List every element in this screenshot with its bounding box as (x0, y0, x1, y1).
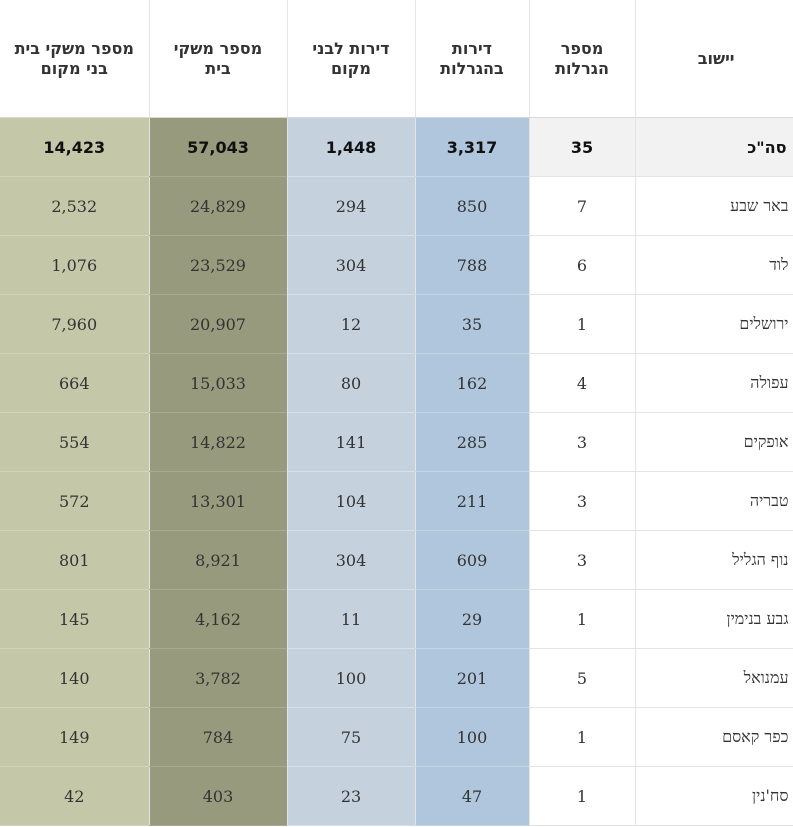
header-lotteries[interactable]: מספר הגרלות (529, 0, 636, 118)
town-cell: באר שבע (635, 176, 793, 236)
households-cell: 24,829 (149, 176, 288, 236)
table-row: טבריה 3 211 104 13,301 572 (0, 471, 793, 531)
apartments-cell: 47 (415, 766, 530, 826)
lotteries-cell: 7 (529, 176, 636, 236)
header-households[interactable]: מספר משקי בית (149, 0, 288, 118)
table-row: גבע בנימין 1 29 11 4,162 145 (0, 589, 793, 649)
local-apartments-cell: 304 (287, 530, 416, 590)
lotteries-cell: 1 (529, 766, 636, 826)
households-cell: 3,782 (149, 648, 288, 708)
header-row: יישוב מספר הגרלות דירות בהגרלות דירות לב… (0, 0, 793, 118)
town-cell: כפר קאסם (635, 707, 793, 767)
apartments-cell: 162 (415, 353, 530, 413)
table-row: אופקים 3 285 141 14,822 554 (0, 412, 793, 472)
apartments-cell: 609 (415, 530, 530, 590)
local-apartments-cell: 23 (287, 766, 416, 826)
total-households-cell: 57,043 (149, 117, 288, 177)
lotteries-cell: 3 (529, 530, 636, 590)
town-cell: סח'נין (635, 766, 793, 826)
apartments-cell: 100 (415, 707, 530, 767)
lotteries-cell: 1 (529, 707, 636, 767)
town-cell: עמנואל (635, 648, 793, 708)
local-households-cell: 140 (0, 648, 150, 708)
local-households-cell: 1,076 (0, 235, 150, 295)
town-cell: נוף הגליל (635, 530, 793, 590)
local-apartments-cell: 104 (287, 471, 416, 531)
local-apartments-cell: 294 (287, 176, 416, 236)
lotteries-cell: 1 (529, 589, 636, 649)
households-cell: 4,162 (149, 589, 288, 649)
local-households-cell: 2,532 (0, 176, 150, 236)
local-households-cell: 664 (0, 353, 150, 413)
town-cell: טבריה (635, 471, 793, 531)
local-households-cell: 7,960 (0, 294, 150, 354)
apartments-cell: 285 (415, 412, 530, 472)
local-apartments-cell: 141 (287, 412, 416, 472)
header-apartments[interactable]: דירות בהגרלות (415, 0, 530, 118)
total-apartments-cell: 3,317 (415, 117, 530, 177)
lotteries-cell: 6 (529, 235, 636, 295)
households-cell: 784 (149, 707, 288, 767)
total-local-households-cell: 14,423 (0, 117, 150, 177)
apartments-cell: 850 (415, 176, 530, 236)
local-apartments-cell: 80 (287, 353, 416, 413)
local-households-cell: 554 (0, 412, 150, 472)
households-cell: 403 (149, 766, 288, 826)
local-households-cell: 145 (0, 589, 150, 649)
local-households-cell: 149 (0, 707, 150, 767)
table-row: סח'נין 1 47 23 403 42 (0, 766, 793, 826)
table-row: לוד 6 788 304 23,529 1,076 (0, 235, 793, 295)
apartments-cell: 29 (415, 589, 530, 649)
table-row: כפר קאסם 1 100 75 784 149 (0, 707, 793, 767)
apartments-cell: 35 (415, 294, 530, 354)
local-apartments-cell: 75 (287, 707, 416, 767)
total-local-apartments-cell: 1,448 (287, 117, 416, 177)
town-cell: ירושלים (635, 294, 793, 354)
apartments-cell: 788 (415, 235, 530, 295)
apartments-cell: 201 (415, 648, 530, 708)
table-row: עמנואל 5 201 100 3,782 140 (0, 648, 793, 708)
town-cell: גבע בנימין (635, 589, 793, 649)
lotteries-cell: 3 (529, 471, 636, 531)
header-local-households[interactable]: מספר משקי בית בני מקום (0, 0, 150, 118)
town-cell: אופקים (635, 412, 793, 472)
local-households-cell: 801 (0, 530, 150, 590)
households-cell: 20,907 (149, 294, 288, 354)
households-cell: 8,921 (149, 530, 288, 590)
lotteries-cell: 3 (529, 412, 636, 472)
households-cell: 23,529 (149, 235, 288, 295)
town-cell: לוד (635, 235, 793, 295)
lotteries-cell: 4 (529, 353, 636, 413)
local-apartments-cell: 304 (287, 235, 416, 295)
total-lotteries-cell: 35 (529, 117, 636, 177)
apartments-cell: 211 (415, 471, 530, 531)
local-households-cell: 572 (0, 471, 150, 531)
lotteries-cell: 1 (529, 294, 636, 354)
town-cell: עפולה (635, 353, 793, 413)
header-local-apartments[interactable]: דירות לבני מקום (287, 0, 416, 118)
local-apartments-cell: 100 (287, 648, 416, 708)
table-row: נוף הגליל 3 609 304 8,921 801 (0, 530, 793, 590)
table-row: עפולה 4 162 80 15,033 664 (0, 353, 793, 413)
households-cell: 13,301 (149, 471, 288, 531)
total-row: סה"כ 35 3,317 1,448 57,043 14,423 (0, 117, 793, 177)
table-row: ירושלים 1 35 12 20,907 7,960 (0, 294, 793, 354)
households-cell: 14,822 (149, 412, 288, 472)
local-apartments-cell: 12 (287, 294, 416, 354)
total-town-cell: סה"כ (635, 117, 793, 177)
table-row: באר שבע 7 850 294 24,829 2,532 (0, 176, 793, 236)
lotteries-cell: 5 (529, 648, 636, 708)
local-apartments-cell: 11 (287, 589, 416, 649)
header-town[interactable]: יישוב (635, 0, 793, 118)
local-households-cell: 42 (0, 766, 150, 826)
households-cell: 15,033 (149, 353, 288, 413)
